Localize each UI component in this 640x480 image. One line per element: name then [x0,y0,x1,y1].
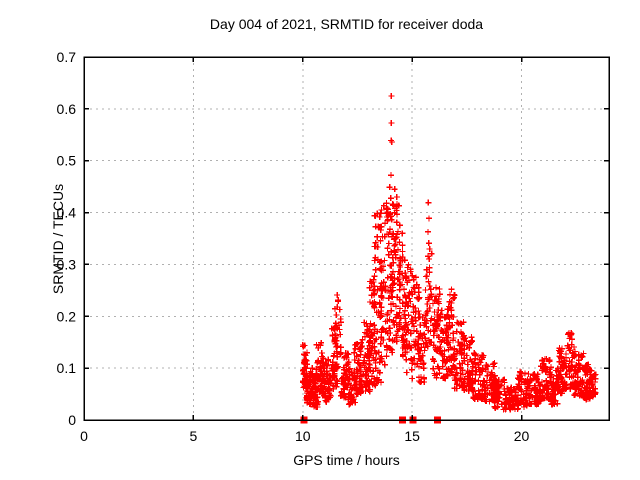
y-tick-label: 0 [68,412,76,428]
x-tick-label: 20 [514,428,530,444]
chart-title: Day 004 of 2021, SRMTID for receiver dod… [209,16,484,32]
grid-lines [84,57,609,420]
y-tick-label: 0.2 [57,308,77,324]
x-tick-label: 15 [404,428,420,444]
y-tick-label: 0.3 [57,256,77,272]
x-tick-label: 10 [295,428,311,444]
y-tick-label: 0.4 [57,205,77,221]
y-tick-label: 0.6 [57,101,77,117]
y-tick-label: 0.7 [57,49,77,65]
x-tick-label: 5 [189,428,197,444]
y-tick-label: 0.1 [57,360,77,376]
plot-border [83,56,610,421]
x-axis-title: GPS time / hours [293,452,400,468]
data-points [299,92,599,413]
x-tick-label: 0 [80,428,88,444]
y-tick-label: 0.5 [57,153,77,169]
